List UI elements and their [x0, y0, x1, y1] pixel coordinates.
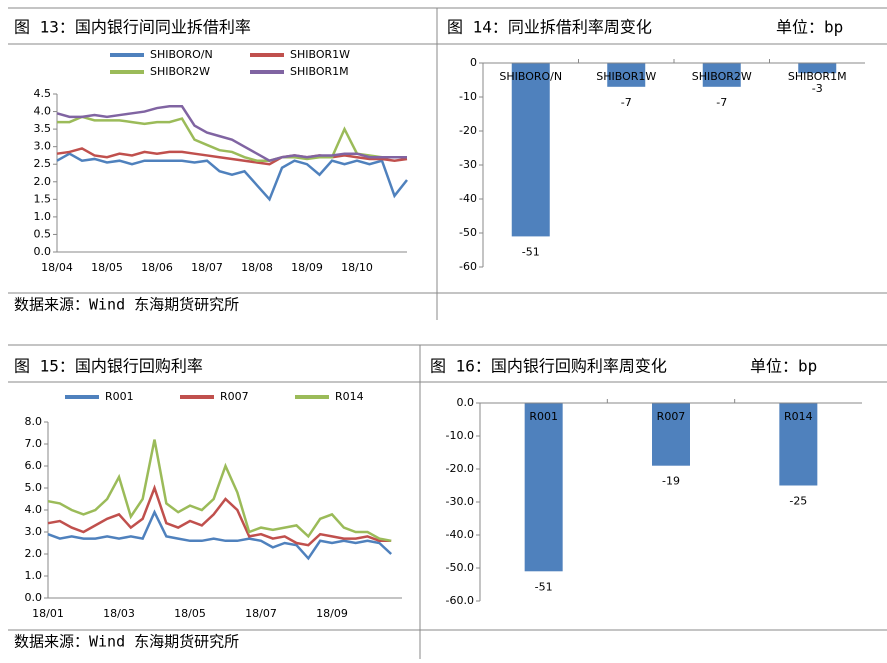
bar: [779, 403, 818, 486]
source-note: 数据来源：Wind 东海期货研究所: [14, 633, 239, 651]
y-tick-label: -50.0: [446, 561, 474, 574]
bar: [607, 63, 646, 87]
y-tick-label: 0.0: [457, 396, 475, 409]
data-label: -7: [716, 96, 727, 109]
legend-label: R001: [105, 390, 134, 403]
x-tick-label: SHIBOR2W: [692, 70, 752, 83]
y-tick-label: 1.0: [25, 569, 43, 582]
y-tick-label: -40: [459, 192, 477, 205]
series-line: [57, 115, 407, 162]
y-tick-label: 0.0: [34, 245, 52, 258]
y-tick-label: 4.0: [34, 105, 52, 118]
x-tick-label: 18/07: [245, 607, 277, 620]
y-tick-label: 6.0: [25, 459, 43, 472]
series-line: [56, 147, 408, 166]
y-tick-label: -10.0: [446, 429, 474, 442]
y-tick-label: 4.5: [34, 87, 52, 100]
data-label: -25: [789, 495, 807, 508]
bar: [798, 63, 837, 74]
data-label: -7: [621, 96, 632, 109]
x-tick-label: 18/06: [141, 261, 173, 274]
x-tick-label: 18/10: [341, 261, 373, 274]
y-tick-label: -60: [459, 260, 477, 273]
y-tick-label: 3.5: [34, 122, 52, 135]
series-line: [47, 509, 393, 561]
x-tick-label: 18/05: [91, 261, 123, 274]
series-line: [47, 439, 392, 543]
y-tick-label: 2.0: [25, 547, 43, 560]
y-tick-label: 8.0: [25, 415, 43, 428]
chart-title: 图 16：国内银行回购利率周变化: [430, 357, 667, 376]
series-line: [47, 484, 392, 547]
y-tick-label: 0: [470, 56, 477, 69]
legend-label: SHIBORO/N: [150, 48, 213, 61]
x-tick-label: 18/09: [316, 607, 348, 620]
y-tick-label: 3.0: [34, 140, 52, 153]
x-tick-label: 18/01: [32, 607, 64, 620]
bar: [511, 63, 550, 237]
y-tick-label: -60.0: [446, 594, 474, 607]
x-tick-label: 18/09: [291, 261, 323, 274]
y-tick-label: 5.0: [25, 481, 43, 494]
y-tick-label: -20: [459, 124, 477, 137]
legend-label: SHIBOR2W: [150, 65, 210, 78]
x-tick-label: 18/07: [191, 261, 223, 274]
legend-label: SHIBOR1W: [290, 48, 350, 61]
y-tick-label: -20.0: [446, 462, 474, 475]
x-tick-label: SHIBORO/N: [499, 70, 562, 83]
x-tick-label: 18/03: [103, 607, 135, 620]
y-tick-label: 4.0: [25, 503, 43, 516]
y-tick-label: 0.5: [34, 227, 52, 240]
y-tick-label: 3.0: [25, 525, 43, 538]
bar: [652, 403, 690, 466]
y-tick-label: 1.5: [34, 192, 52, 205]
bar: [524, 403, 563, 572]
data-label: -51: [535, 580, 553, 593]
y-tick-label: -50: [459, 226, 477, 239]
x-tick-label: 18/08: [241, 261, 273, 274]
data-label: -19: [662, 475, 680, 488]
series-line: [56, 105, 407, 163]
x-tick-label: R014: [784, 410, 813, 423]
x-tick-label: SHIBOR1W: [596, 70, 656, 83]
y-tick-label: -30.0: [446, 495, 474, 508]
data-label: -51: [522, 245, 540, 258]
unit-label: 单位：bp: [776, 18, 843, 37]
x-tick-label: SHIBOR1M: [788, 70, 847, 83]
legend-label: R007: [220, 390, 249, 403]
chart-title: 图 14：同业拆借利率周变化: [447, 18, 652, 37]
bar: [702, 63, 741, 87]
data-label: -3: [812, 82, 823, 95]
x-tick-label: R007: [657, 410, 686, 423]
legend-label: R014: [335, 390, 364, 403]
y-tick-label: -40.0: [446, 528, 474, 541]
y-tick-label: 2.5: [34, 157, 52, 170]
y-tick-label: -10: [459, 90, 477, 103]
x-tick-label: 18/05: [174, 607, 206, 620]
y-tick-label: 2.0: [34, 175, 52, 188]
chart-title: 图 13：国内银行间同业拆借利率: [14, 18, 251, 37]
y-tick-label: 1.0: [34, 210, 52, 223]
series-line: [56, 152, 408, 202]
x-tick-label: R001: [529, 410, 558, 423]
x-tick-label: 18/04: [41, 261, 73, 274]
source-note: 数据来源：Wind 东海期货研究所: [14, 296, 239, 314]
y-tick-label: -30: [459, 158, 477, 171]
y-tick-label: 7.0: [25, 437, 43, 450]
frame: [8, 7, 887, 659]
y-tick-label: 0.0: [25, 591, 43, 604]
unit-label: 单位：bp: [750, 357, 817, 376]
legend-label: SHIBOR1M: [290, 65, 349, 78]
chart-title: 图 15：国内银行回购利率: [14, 357, 203, 376]
